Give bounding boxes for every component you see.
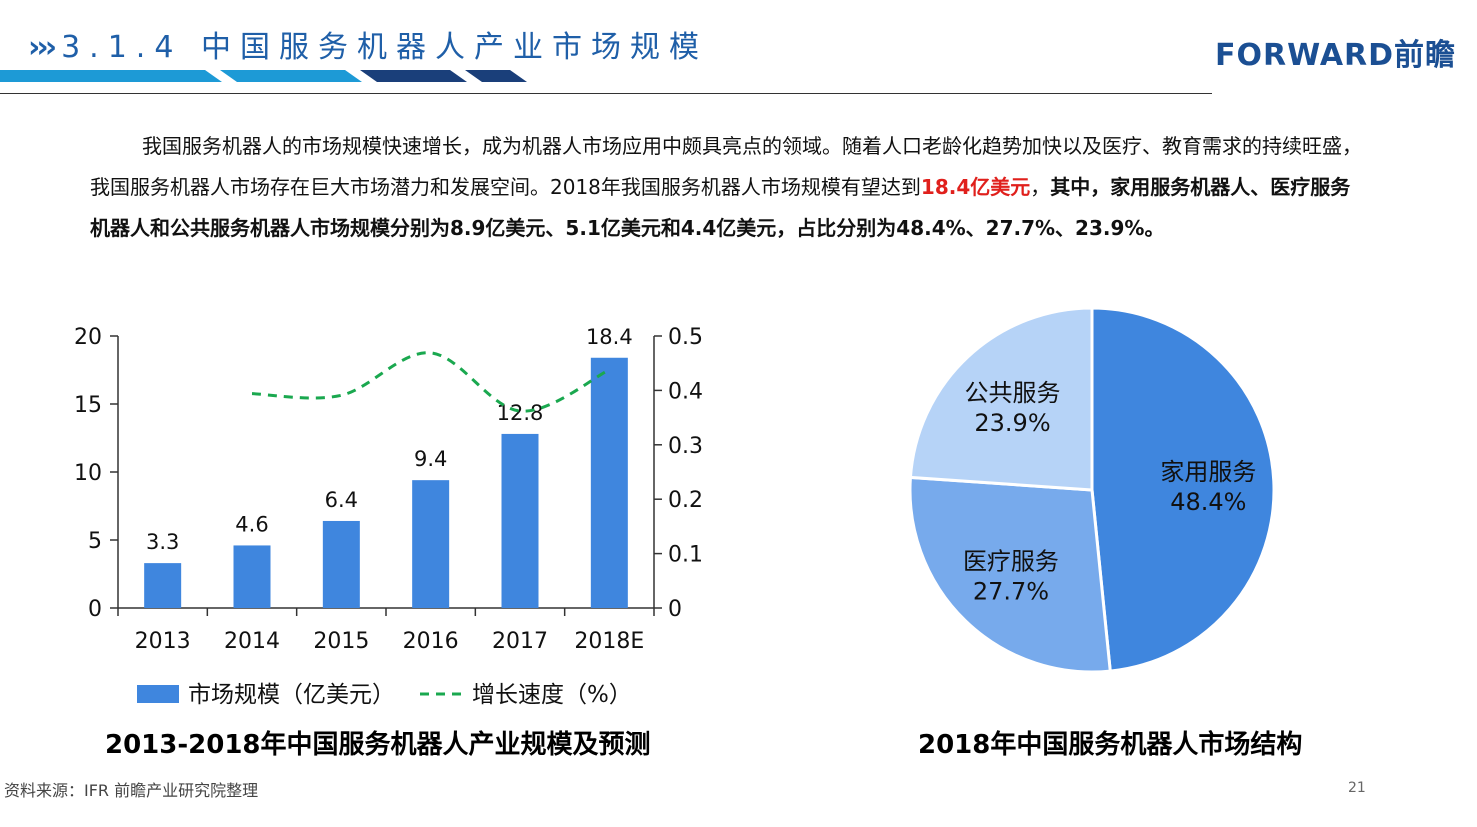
pie-slice-label: 医疗服务 [963,548,1059,576]
y-tick-label-right: 0 [668,597,682,622]
y-tick-label-left: 20 [74,325,102,350]
pie-slice-value: 27.7% [973,578,1049,606]
bar [233,545,271,608]
growth-line [251,351,611,413]
x-tick-label: 2013 [135,629,191,654]
legend-bar-label: 市场规模（亿美元） [188,682,395,708]
page-title: ››› 3.1.4 中国服务机器人产业市场规模 [28,22,708,66]
header-stripes [0,70,527,82]
legend-line-label: 增长速度（%） [472,682,632,708]
chevrons-icon: ››› [28,30,57,65]
pie-slice-value: 48.4% [1170,488,1246,516]
pie-slice [908,306,1094,492]
x-tick-label: 2016 [403,629,459,654]
x-tick-label: 2014 [224,629,280,654]
y-tick-label-right: 0.2 [668,488,703,513]
intro-comma: ， [1030,175,1051,199]
legend-bar-swatch [137,685,179,703]
y-tick-label-left: 5 [88,529,102,554]
stripe-4 [465,70,527,82]
source-note: 资料来源：IFR 前瞻产业研究院整理 [4,781,259,800]
bar-data-label: 3.3 [146,530,179,554]
bar [501,433,539,608]
pie-chart-caption: 2018年中国服务机器人市场结构 [918,730,1303,760]
y-tick-label-left: 15 [74,393,102,418]
x-tick-label: 2017 [492,629,548,654]
pie-slice [1090,306,1276,673]
x-tick-label: 2015 [313,629,369,654]
intro-text: 我国服务机器人的市场规模快速增长，成为机器人市场应用中颇具亮点的领域。随着人口老… [90,134,1362,199]
bar-data-label: 4.6 [235,512,268,536]
bar-data-label: 6.4 [325,488,358,512]
pie-slice-label: 家用服务 [1160,458,1256,486]
y-tick-label-right: 0.5 [668,325,703,350]
bar-data-label: 18.4 [586,325,633,349]
pie-slice-value: 23.9% [974,409,1050,437]
brand-logo: FORWARD前瞻 [1215,38,1457,73]
y-tick-label-right: 0.3 [668,434,703,459]
bar-chart-caption: 2013-2018年中国服务机器人产业规模及预测 [105,730,651,760]
intro-bold-text: 其中，家用服务机器人、医疗服务机器人和公共服务机器人市场规模分别为8.9亿美元、… [90,175,1351,240]
page-title-text: 3.1.4 中国服务机器人产业市场规模 [61,30,708,65]
charts-canvas: 0 5 10 15 20 0 0.1 0.2 0.3 0.4 0.5 2013 2014 2015 2016… [74,306,1276,708]
pie-slice-label: 公共服务 [965,379,1061,407]
y-tick-label-right: 0.1 [668,543,703,568]
header-rule [0,93,1212,94]
y-tick-label-right: 0.4 [668,379,703,404]
page-number: 21 [1348,780,1366,796]
intro-highlight: 18.4亿美元 [920,175,1031,199]
bar-data-label: 12.8 [497,401,544,425]
x-tick-label: 2018E [574,629,644,654]
bar-line-chart: 0 5 10 15 20 0 0.1 0.2 0.3 0.4 0.5 2013 2014 2015 2016… [74,325,703,708]
y-tick-label-left: 10 [74,461,102,486]
y-tick-label-left: 0 [88,597,102,622]
bar [322,520,360,608]
bar [590,357,628,608]
stripe-3 [360,70,467,82]
bar-data-label: 9.4 [414,447,447,471]
bar [144,563,182,608]
bar [412,480,450,608]
pie-slice [908,475,1112,674]
intro-paragraph: 我国服务机器人的市场规模快速增长，成为机器人市场应用中颇具亮点的领域。随着人口老… [90,126,1365,249]
stripe-2 [220,70,362,82]
stripe-1 [0,70,222,82]
